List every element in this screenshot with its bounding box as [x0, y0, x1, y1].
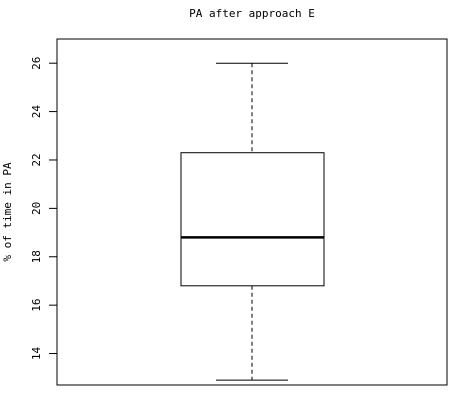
interquartile-box: [180, 152, 325, 287]
y-tick-label: 26: [30, 57, 43, 70]
chart-title: PA after approach E: [189, 7, 315, 20]
y-tick-label: 24: [30, 105, 43, 119]
y-axis-ticks: [49, 62, 57, 355]
y-tick-label: 22: [30, 153, 43, 166]
y-axis-tick-labels: 14 16 18 20 22 24 26: [30, 57, 43, 361]
y-axis-label: % of time in PA: [1, 162, 14, 262]
y-tick-label: 18: [30, 250, 43, 263]
y-tick-label: 20: [30, 202, 43, 215]
boxplot-series: [180, 62, 325, 381]
y-tick-label: 16: [30, 299, 43, 312]
plot-border: [56, 38, 448, 386]
y-tick-label: 14: [30, 347, 43, 361]
